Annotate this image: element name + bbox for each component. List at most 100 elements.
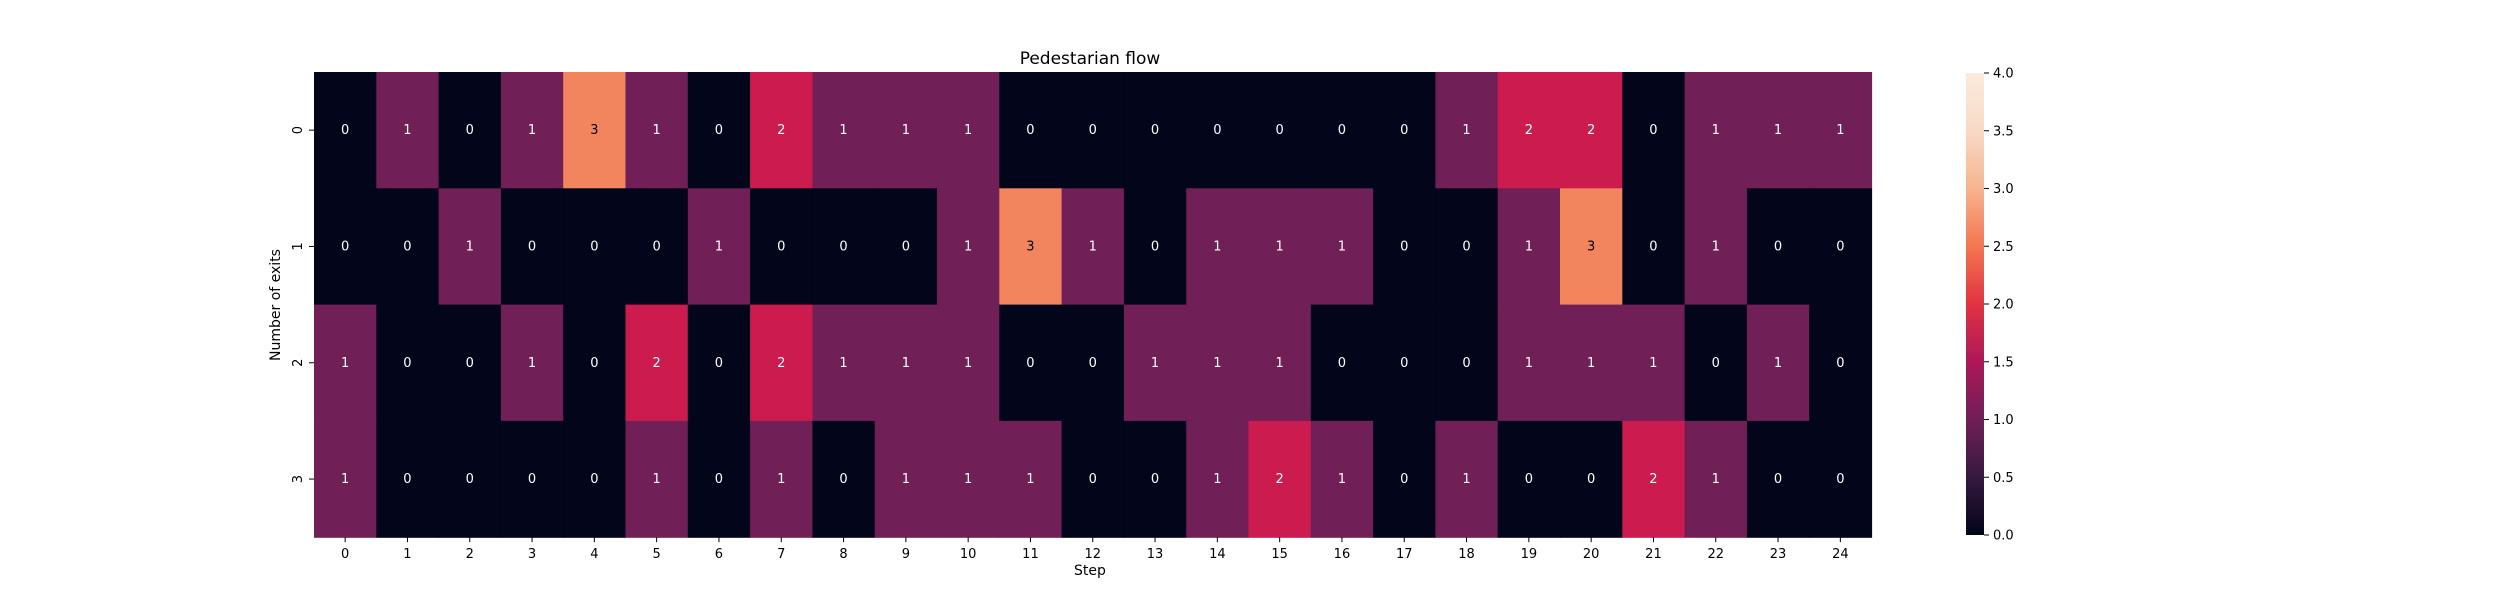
- heatmap-cell: [1809, 188, 1873, 306]
- heatmap-cell: [687, 420, 751, 538]
- cell-value-label: 1: [1151, 356, 1159, 371]
- heatmap-cell: [812, 188, 876, 306]
- heatmap-cell: [874, 420, 938, 538]
- heatmap-cell: [1497, 188, 1561, 306]
- heatmap-cell: [1746, 304, 1810, 422]
- x-tick-label: 23: [1770, 547, 1787, 562]
- colorbar: [1966, 73, 1984, 535]
- x-tick-label: 13: [1147, 547, 1164, 562]
- x-tick-label: 2: [466, 547, 474, 562]
- cell-value-label: 0: [403, 239, 411, 254]
- cell-value-label: 1: [839, 123, 847, 138]
- heatmap-cell: [812, 420, 876, 538]
- heatmap-cell: [937, 188, 1000, 306]
- x-tick-label: 15: [1271, 547, 1288, 562]
- cell-value-label: 1: [1213, 356, 1221, 371]
- heatmap-cell: [1435, 72, 1499, 189]
- colorbar-ticks: 0.0 0.5 1.0 1.5 2.0 2.5 3.0 3.5 4.0: [1984, 67, 2014, 544]
- heatmap-cell: [625, 420, 689, 538]
- cell-value-label: 0: [1089, 356, 1097, 371]
- x-tick-label: 17: [1396, 547, 1413, 562]
- heatmap-cell: [1809, 304, 1873, 422]
- colorbar-tick-label: 1.0: [1993, 413, 2014, 428]
- x-tick-label: 20: [1583, 547, 1600, 562]
- y-axis-ticks: 0 1 2 3: [291, 126, 314, 483]
- heatmap-cell: [999, 304, 1063, 422]
- heatmap-cell: [1123, 188, 1187, 306]
- heatmap-cell: [625, 72, 689, 189]
- heatmap-cell: [812, 72, 876, 189]
- cell-value-label: 0: [1026, 356, 1034, 371]
- cell-value-label: 1: [653, 123, 661, 138]
- y-axis-label: Number of exits: [268, 249, 284, 361]
- cell-value-label: 1: [1774, 123, 1782, 138]
- heatmap-cell: [999, 188, 1063, 306]
- colorbar-tick-label: 3.0: [1993, 182, 2014, 197]
- heatmap-cell: [1622, 420, 1686, 538]
- heatmap-cell: [314, 72, 377, 189]
- heatmap-cell: [1435, 304, 1499, 422]
- heatmap-cell: [750, 420, 813, 538]
- cell-value-label: 0: [1400, 239, 1408, 254]
- cell-value-label: 2: [1649, 472, 1657, 487]
- heatmap-cell: [750, 188, 813, 306]
- cell-value-label: 0: [715, 356, 723, 371]
- heatmap-cell: [1061, 304, 1125, 422]
- cell-value-label: 0: [1026, 123, 1034, 138]
- cell-value-label: 1: [1712, 472, 1720, 487]
- x-tick-label: 10: [960, 547, 977, 562]
- heatmap-cell: [500, 420, 564, 538]
- cell-value-label: 0: [777, 239, 785, 254]
- cell-value-label: 0: [1151, 239, 1159, 254]
- heatmap-cell: [812, 304, 876, 422]
- heatmap-cell: [1310, 304, 1374, 422]
- x-tick-label: 16: [1334, 547, 1351, 562]
- cell-value-label: 0: [715, 472, 723, 487]
- cell-value-label: 0: [1649, 123, 1657, 138]
- heatmap-cell: [1186, 420, 1250, 538]
- colorbar-tick-label: 4.0: [1993, 67, 2014, 82]
- heatmap-cell: [1248, 188, 1312, 306]
- x-tick-label: 14: [1209, 547, 1226, 562]
- cell-value-label: 1: [1712, 239, 1720, 254]
- heatmap-cell: [937, 420, 1000, 538]
- cell-value-label: 0: [1774, 472, 1782, 487]
- heatmap-cell: [687, 304, 751, 422]
- x-tick-label: 12: [1084, 547, 1101, 562]
- cell-value-label: 1: [466, 239, 474, 254]
- heatmap-cell: [1560, 420, 1623, 538]
- heatmap-cell: [563, 72, 627, 189]
- cell-value-label: 0: [1400, 356, 1408, 371]
- heatmap-cell: [1435, 420, 1499, 538]
- x-tick-label: 11: [1022, 547, 1039, 562]
- cell-value-label: 0: [839, 239, 847, 254]
- heatmap-cell: [1248, 420, 1312, 538]
- heatmap-cell: [1186, 72, 1250, 189]
- cell-value-label: 1: [1462, 472, 1470, 487]
- heatmap-cell: [1497, 72, 1561, 189]
- x-tick-label: 19: [1521, 547, 1538, 562]
- heatmap-cell: [1123, 304, 1187, 422]
- chart-title: Pedestarian flow: [1020, 49, 1161, 69]
- colorbar-tick-label: 2.5: [1993, 240, 2014, 255]
- cell-value-label: 0: [1338, 356, 1346, 371]
- x-tick-label: 0: [341, 547, 349, 562]
- cell-value-label: 1: [1026, 472, 1034, 487]
- cell-value-label: 1: [653, 472, 661, 487]
- colorbar-tick-label: 0.5: [1993, 471, 2014, 486]
- heatmap-cell: [1497, 420, 1561, 538]
- heatmap-cell: [438, 72, 502, 189]
- cell-value-label: 0: [528, 239, 536, 254]
- heatmap-cell: [687, 72, 751, 189]
- heatmap-cell: [376, 304, 440, 422]
- x-axis-ticks: 0 1 2 3 4 5 6 7 8 9 10 11 12 13 14 15 16 17 18 19 20 21 22 23 24: [341, 537, 1849, 562]
- cell-value-label: 2: [777, 123, 785, 138]
- heatmap-cell: [1123, 420, 1187, 538]
- heatmap-cell: [1560, 304, 1623, 422]
- cell-value-label: 1: [964, 472, 972, 487]
- heatmap-cell: [500, 188, 564, 306]
- x-tick-label: 22: [1707, 547, 1724, 562]
- heatmap-cell: [1622, 72, 1686, 189]
- cell-value-label: 0: [590, 356, 598, 371]
